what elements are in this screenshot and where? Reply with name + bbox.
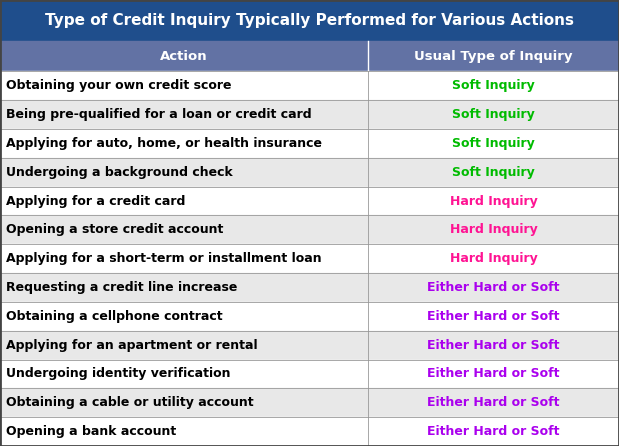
Text: Applying for auto, home, or health insurance: Applying for auto, home, or health insur… — [6, 137, 322, 150]
Text: Either Hard or Soft: Either Hard or Soft — [427, 396, 560, 409]
Bar — [0, 417, 619, 446]
Text: Undergoing identity verification: Undergoing identity verification — [6, 368, 230, 380]
Bar — [0, 129, 619, 158]
Bar — [0, 158, 619, 186]
Text: Applying for an apartment or rental: Applying for an apartment or rental — [6, 339, 258, 351]
Bar — [0, 302, 619, 331]
Text: Hard Inquiry: Hard Inquiry — [450, 223, 537, 236]
Text: Hard Inquiry: Hard Inquiry — [450, 194, 537, 207]
Bar — [0, 71, 619, 100]
Text: Soft Inquiry: Soft Inquiry — [452, 108, 535, 121]
Text: Undergoing a background check: Undergoing a background check — [6, 166, 233, 179]
Text: Obtaining a cellphone contract: Obtaining a cellphone contract — [6, 310, 223, 323]
Bar — [0, 388, 619, 417]
Text: Soft Inquiry: Soft Inquiry — [452, 137, 535, 150]
Text: Usual Type of Inquiry: Usual Type of Inquiry — [414, 50, 573, 63]
Bar — [0, 359, 619, 388]
Bar — [0, 244, 619, 273]
Text: Action: Action — [160, 50, 208, 63]
Text: Either Hard or Soft: Either Hard or Soft — [427, 425, 560, 438]
Bar — [0, 100, 619, 129]
Text: Being pre-qualified for a loan or credit card: Being pre-qualified for a loan or credit… — [6, 108, 311, 121]
Text: Opening a store credit account: Opening a store credit account — [6, 223, 223, 236]
Text: Requesting a credit line increase: Requesting a credit line increase — [6, 281, 237, 294]
Text: Type of Credit Inquiry Typically Performed for Various Actions: Type of Credit Inquiry Typically Perform… — [45, 13, 574, 28]
Text: Obtaining your own credit score: Obtaining your own credit score — [6, 79, 232, 92]
Text: Opening a bank account: Opening a bank account — [6, 425, 176, 438]
Bar — [0, 273, 619, 302]
Text: Either Hard or Soft: Either Hard or Soft — [427, 310, 560, 323]
Text: Either Hard or Soft: Either Hard or Soft — [427, 339, 560, 351]
Text: Applying for a credit card: Applying for a credit card — [6, 194, 185, 207]
Bar — [0, 215, 619, 244]
Text: Applying for a short-term or installment loan: Applying for a short-term or installment… — [6, 252, 322, 265]
Bar — [0, 186, 619, 215]
Bar — [0, 0, 619, 41]
Text: Either Hard or Soft: Either Hard or Soft — [427, 281, 560, 294]
Text: Hard Inquiry: Hard Inquiry — [450, 252, 537, 265]
Bar — [0, 41, 619, 71]
Text: Obtaining a cable or utility account: Obtaining a cable or utility account — [6, 396, 254, 409]
Text: Soft Inquiry: Soft Inquiry — [452, 166, 535, 179]
Bar — [0, 331, 619, 359]
Text: Either Hard or Soft: Either Hard or Soft — [427, 368, 560, 380]
Text: Soft Inquiry: Soft Inquiry — [452, 79, 535, 92]
